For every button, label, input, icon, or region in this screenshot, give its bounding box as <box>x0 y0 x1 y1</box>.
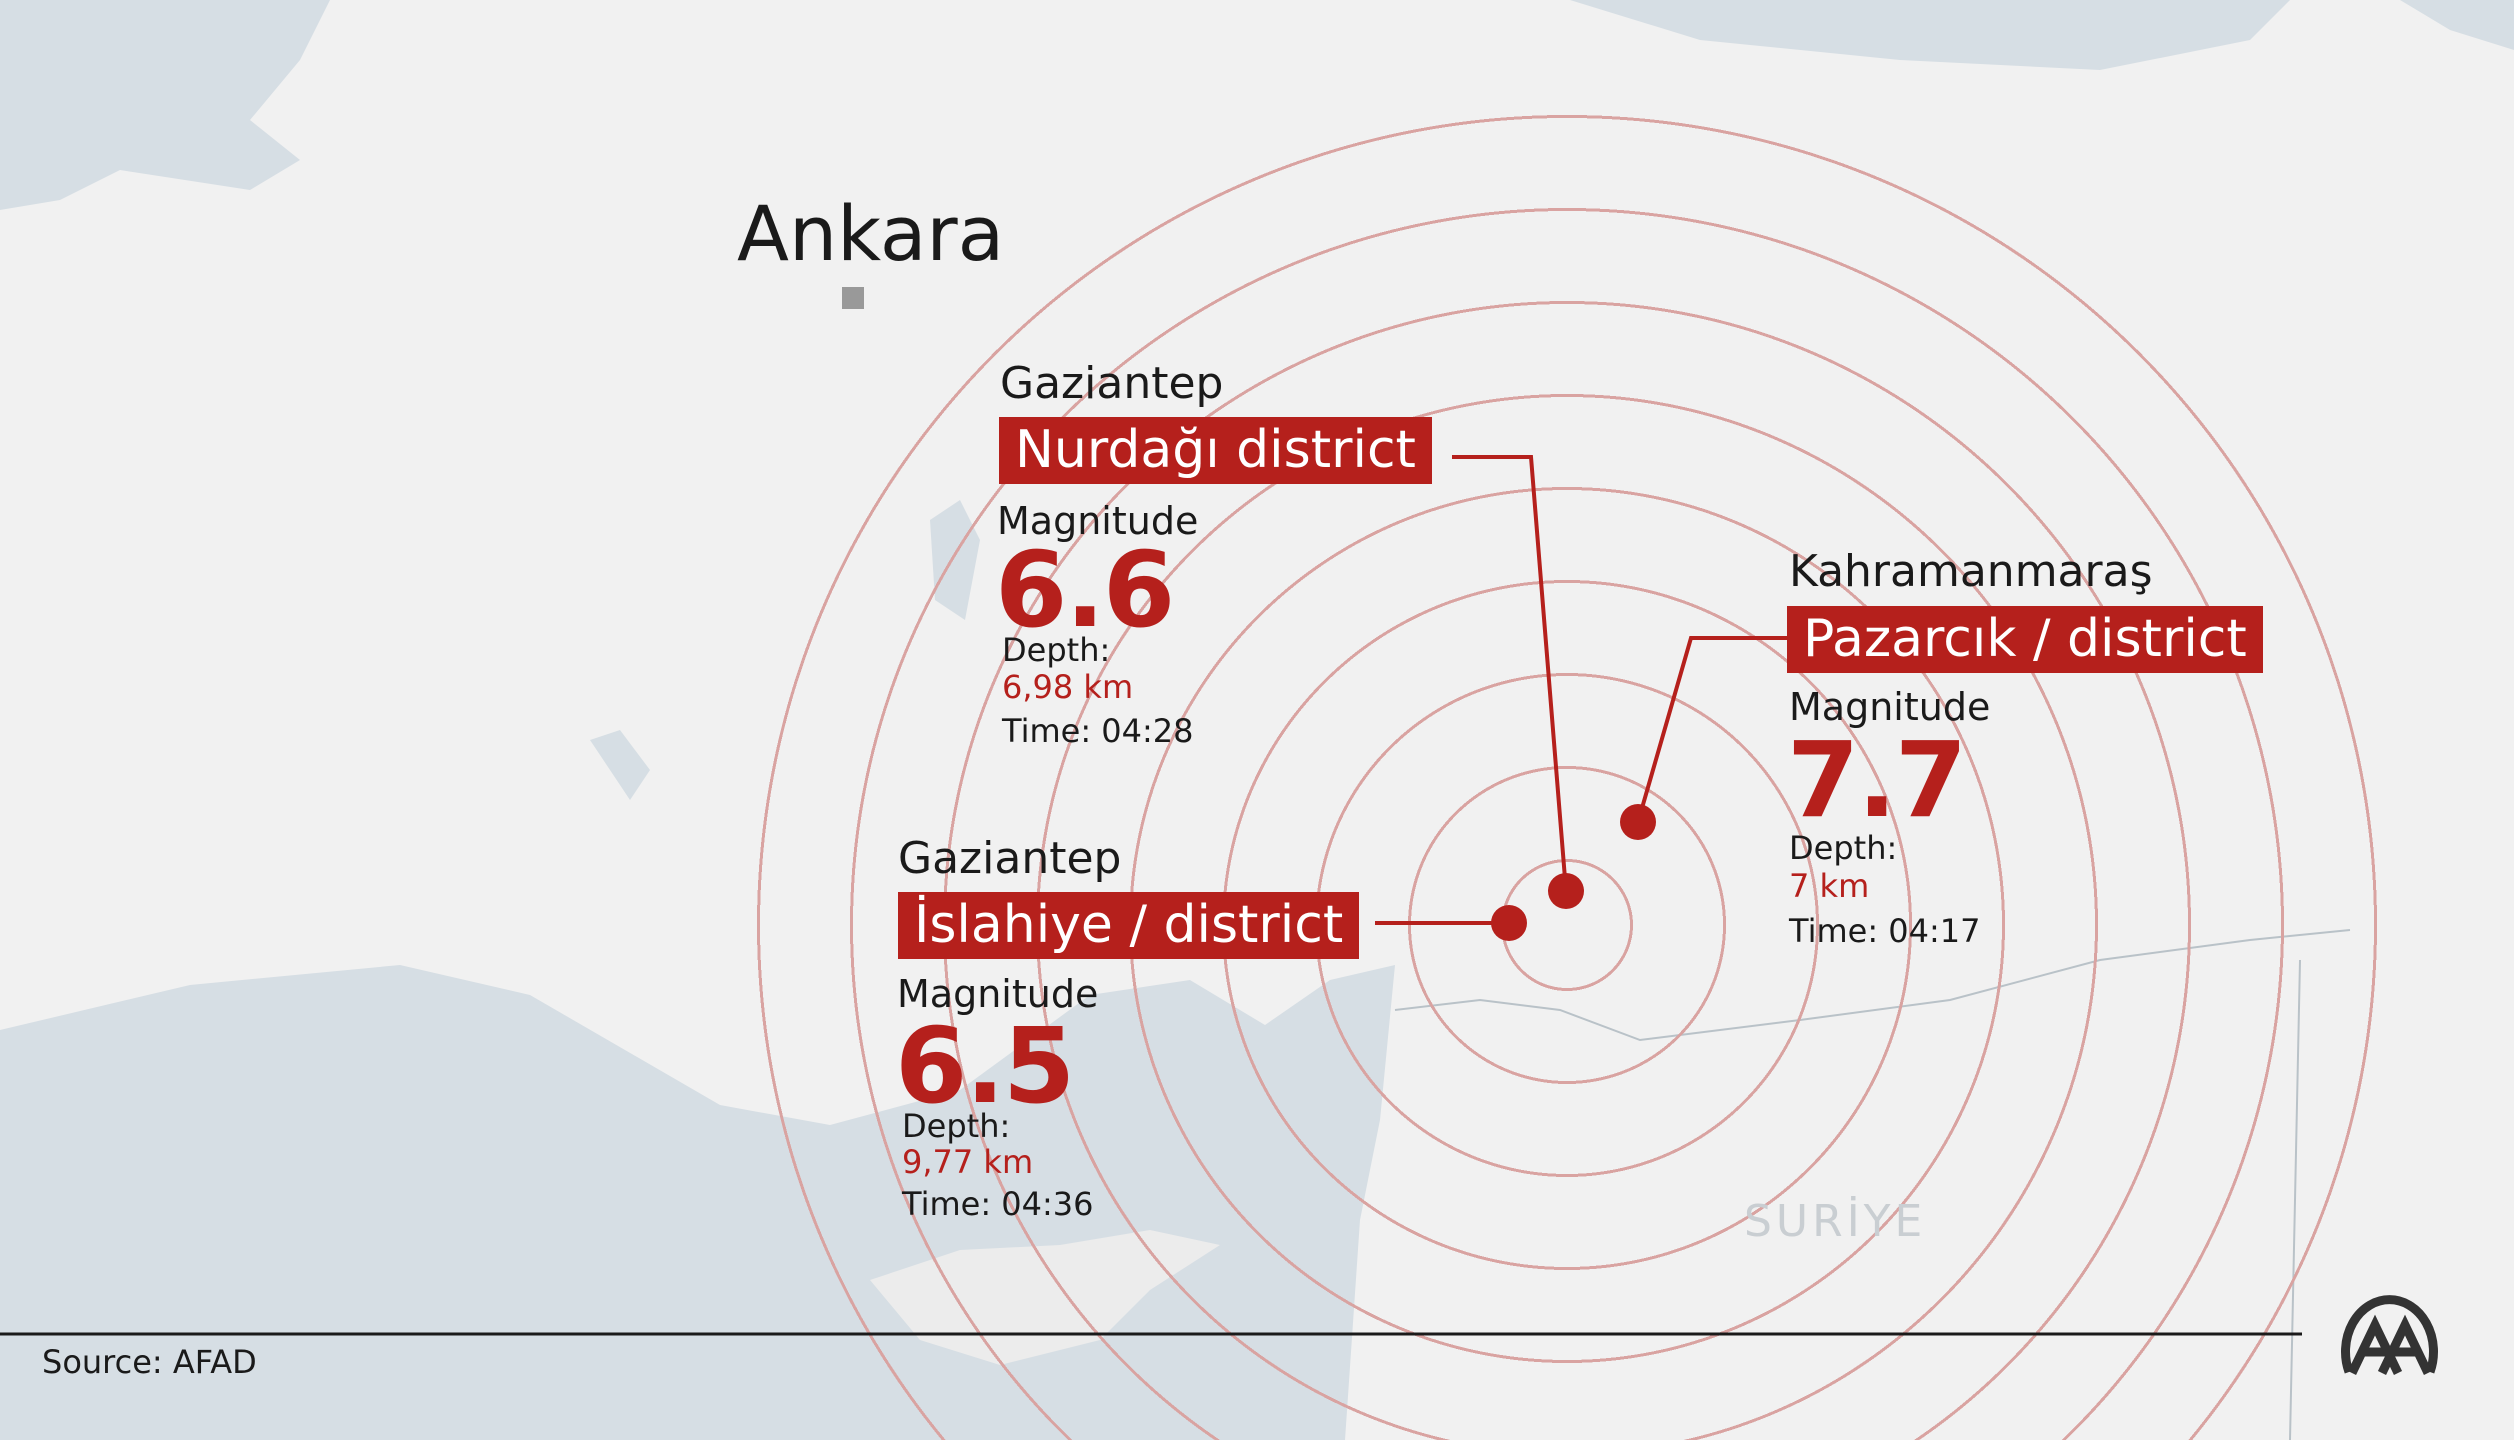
leader-lines <box>1375 455 1787 925</box>
province-label: Gaziantep <box>1000 358 1224 409</box>
magnitude-value: 6.6 <box>995 529 1175 651</box>
epicenter-dot-pazarcik[interactable] <box>1620 804 1656 840</box>
epicenter-dot-nurdagi[interactable] <box>1548 873 1584 909</box>
depth-value: 6,98 km <box>1002 668 1134 706</box>
depth-label: Depth: <box>902 1107 1011 1145</box>
depth-value: 9,77 km <box>902 1143 1034 1181</box>
capital-marker <box>842 287 864 309</box>
magnitude-value: 7.7 <box>1787 719 1967 841</box>
epicenter-dot-islahiye[interactable] <box>1491 905 1527 941</box>
time-value: Time: 04:28 <box>1002 712 1194 750</box>
province-label: Gaziantep <box>898 833 1122 884</box>
aa-logo <box>2341 1295 2438 1375</box>
depth-value: 7 km <box>1789 867 1870 905</box>
province-label: Kahramanmaraş <box>1789 546 2153 597</box>
time-value: Time: 04:17 <box>1789 912 1981 950</box>
district-label: İslahiye / district <box>898 892 1360 959</box>
magnitude-label: Magnitude <box>997 499 1199 543</box>
leader-line-pazarcik <box>1636 636 1787 823</box>
district-label: Nurdağı district <box>999 417 1432 484</box>
depth-label: Depth: <box>1789 829 1898 867</box>
district-label: Pazarcık / district <box>1787 606 2263 673</box>
magnitude-label: Magnitude <box>897 972 1099 1016</box>
time-value: Time: 04:36 <box>902 1185 1094 1223</box>
depth-label: Depth: <box>1002 631 1111 669</box>
leader-line-nurdagi <box>1452 455 1568 892</box>
magnitude-label: Magnitude <box>1789 685 1991 729</box>
source-label: Source: AFAD <box>42 1343 257 1381</box>
country-label: SURİYE <box>1744 1196 1927 1247</box>
magnitude-value: 6.5 <box>895 1005 1075 1127</box>
capital-label: Ankara <box>737 189 1005 278</box>
